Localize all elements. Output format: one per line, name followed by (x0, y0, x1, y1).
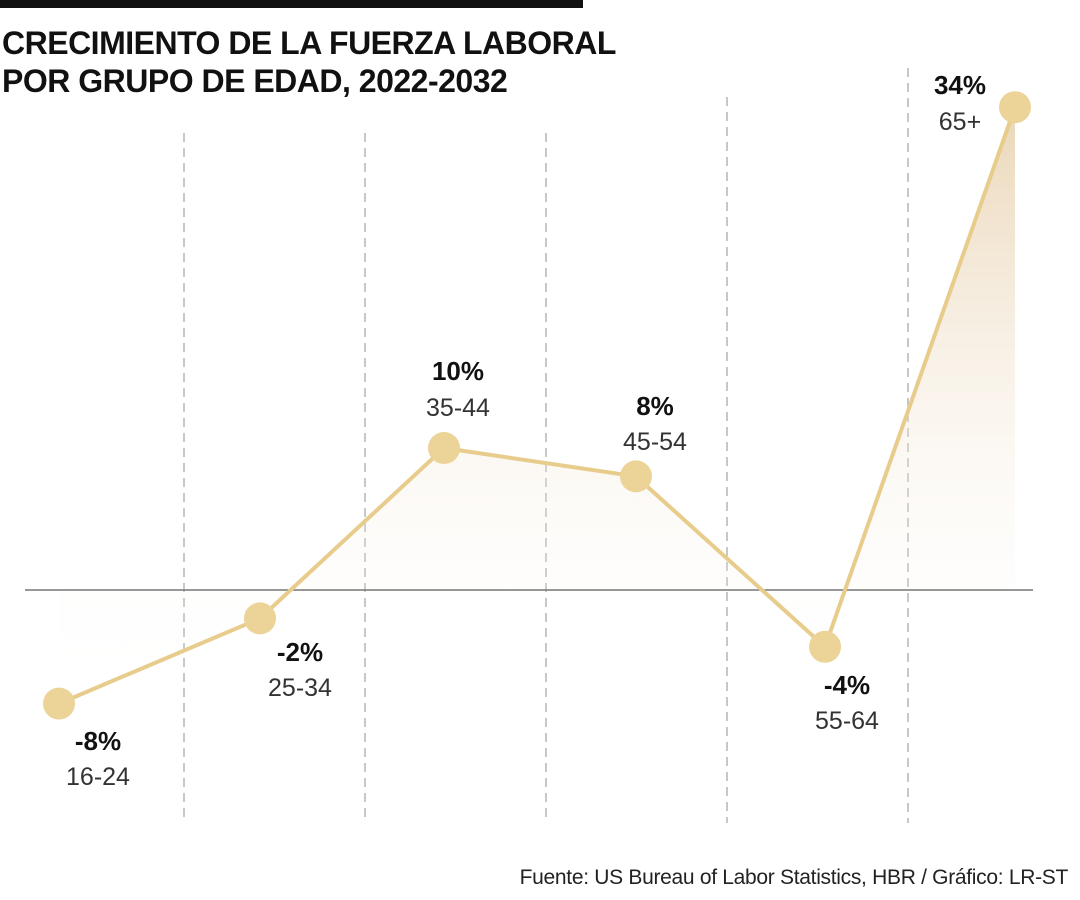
value-label-55-64: -4% (824, 670, 870, 700)
value-label-35-44: 10% (432, 356, 484, 386)
chart-title-line-1: CRECIMIENTO DE LA FUERZA LABORAL (2, 25, 616, 61)
value-label-25-34: -2% (277, 637, 323, 667)
category-label-35-44: 35-44 (426, 394, 490, 422)
area-fill (59, 107, 1015, 704)
data-point-16-24 (43, 687, 75, 720)
area-fill-negative (59, 590, 1015, 704)
series-line-group (57, 105, 1017, 706)
category-label-65+: 65+ (939, 108, 981, 136)
category-label-45-54: 45-54 (623, 428, 687, 456)
category-label-16-24: 16-24 (66, 763, 130, 791)
data-point-55-64 (809, 630, 841, 663)
data-point-35-44 (428, 432, 460, 464)
data-point-65+ (999, 91, 1031, 124)
category-label-25-34: 25-34 (268, 674, 332, 702)
source-note: Fuente: US Bureau of Labor Statistics, H… (519, 866, 1069, 889)
title-rule (0, 0, 583, 8)
value-label-65+: 34% (934, 70, 986, 100)
chart-title-line-2: POR GRUPO DE EDAD, 2022-2032 (2, 63, 508, 99)
series-line (57, 105, 1017, 706)
value-label-45-54: 8% (636, 391, 674, 421)
data-labels: -8% 16-24 -2% 25-34 10% 35-44 8% 45-54 -4% 55-64 3… (66, 70, 986, 791)
category-label-55-64: 55-64 (815, 707, 879, 735)
data-point-25-34 (244, 602, 276, 635)
markers (43, 91, 1031, 720)
chart-title: CRECIMIENTO DE LA FUERZA LABORAL POR GRU… (2, 24, 642, 100)
gridlines (183, 68, 909, 823)
data-point-45-54 (620, 460, 652, 493)
area-fill-positive (59, 107, 1015, 590)
value-label-16-24: -8% (75, 726, 121, 756)
